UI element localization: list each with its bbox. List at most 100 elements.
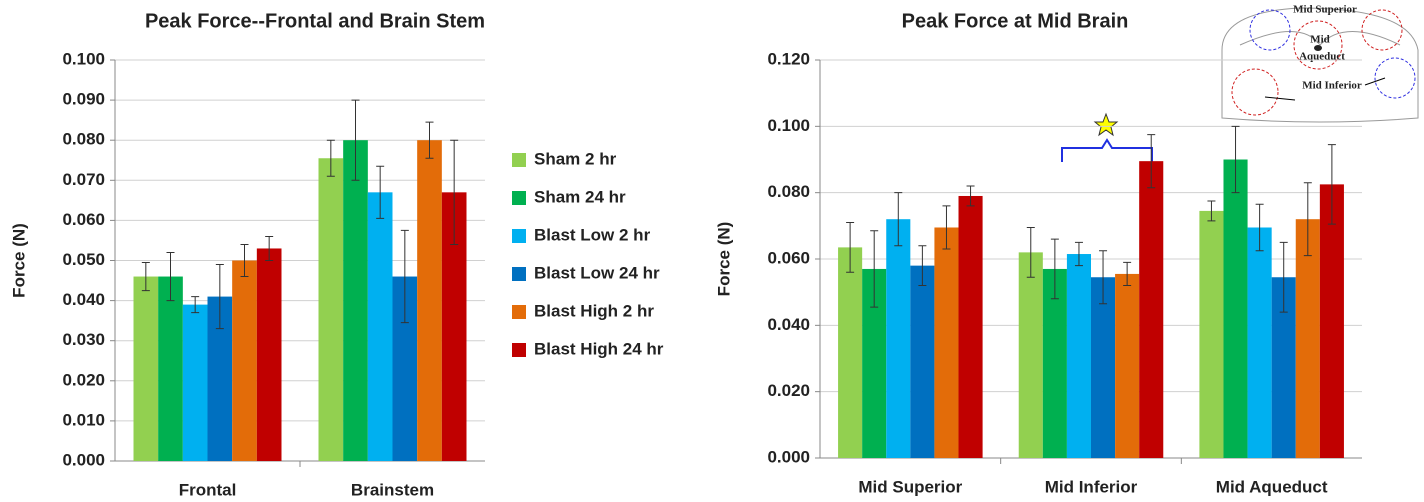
y-tick-label: 0.070 — [62, 170, 105, 189]
bar — [232, 260, 257, 461]
error-bar — [918, 245, 927, 287]
error-bar — [400, 229, 409, 324]
legend-swatch — [512, 343, 526, 357]
inset-label: Mid Superior — [1293, 4, 1357, 16]
bar — [1018, 252, 1043, 458]
error-bar — [870, 230, 879, 308]
bar — [910, 265, 935, 458]
error-bar — [1099, 250, 1108, 305]
x-tick-label: Mid Inferior — [1045, 477, 1138, 496]
error-bar — [1074, 241, 1083, 267]
bar — [1139, 161, 1164, 459]
error-bar — [1255, 203, 1264, 252]
bar — [1319, 184, 1344, 458]
error-bar — [942, 205, 951, 250]
x-tick-label: Mid Superior — [858, 477, 962, 496]
bar — [886, 219, 911, 458]
legend-swatch — [512, 191, 526, 205]
y-tick-label: 0.020 — [767, 381, 810, 400]
legend-label: Blast High 2 hr — [534, 301, 654, 320]
error-bar — [1231, 125, 1240, 194]
x-tick-label: Mid Aqueduct — [1216, 477, 1328, 496]
error-bar — [1207, 200, 1216, 222]
chart-title: Peak Force at Mid Brain — [902, 10, 1129, 32]
bar — [1199, 210, 1224, 458]
bar — [1247, 227, 1272, 458]
bar — [1115, 273, 1140, 458]
bar — [1042, 268, 1067, 458]
chart-title: Peak Force--Frontal and Brain Stem — [145, 10, 485, 32]
y-tick-label: 0.080 — [62, 130, 105, 149]
error-bar — [1123, 261, 1132, 287]
inset-diagram: Mid Superior Mid Aqueduct Mid Inferior — [1221, 4, 1419, 123]
error-bar — [1327, 144, 1336, 225]
y-tick-label: 0.060 — [767, 248, 810, 267]
error-bar — [846, 222, 855, 273]
error-bar — [966, 185, 975, 207]
bar — [958, 195, 983, 458]
y-tick-label: 0.060 — [62, 210, 105, 229]
bar — [838, 247, 863, 458]
inset-label: Mid — [1310, 34, 1330, 46]
y-tick-label: 0.040 — [62, 290, 105, 309]
y-tick-label: 0.100 — [62, 49, 105, 68]
error-bar — [1147, 134, 1156, 189]
y-tick-label: 0.010 — [62, 410, 105, 429]
y-axis-label: Force (N) — [9, 223, 28, 298]
bar — [318, 158, 344, 461]
y-tick-label: 0.000 — [62, 450, 105, 469]
significance-bracket — [1061, 138, 1153, 162]
error-bar — [1303, 182, 1312, 257]
y-tick-label: 0.050 — [62, 250, 105, 269]
bar — [182, 304, 208, 461]
significance-star — [1093, 112, 1119, 137]
x-tick-label: Brainstem — [351, 480, 434, 499]
error-bar — [265, 235, 274, 261]
bar — [256, 248, 282, 461]
error-bar — [450, 139, 459, 245]
error-bar — [425, 121, 434, 159]
y-tick-label: 0.100 — [767, 116, 810, 135]
x-tick-label: Frontal — [179, 480, 237, 499]
error-bar — [1050, 238, 1059, 300]
bar — [1091, 277, 1116, 458]
y-tick-label: 0.020 — [62, 370, 105, 389]
error-bar — [376, 165, 385, 219]
error-bar — [894, 192, 903, 247]
y-tick-label: 0.040 — [767, 315, 810, 334]
error-bar — [141, 262, 150, 292]
error-bar — [351, 99, 360, 181]
error-bar — [1026, 226, 1035, 278]
error-bar — [166, 251, 175, 302]
y-tick-label: 0.120 — [767, 49, 810, 68]
error-bar — [191, 296, 200, 314]
legend-label: Blast Low 24 hr — [534, 263, 660, 282]
error-bar — [1279, 241, 1288, 313]
legend-swatch — [512, 153, 526, 167]
inset-label: Mid Inferior — [1302, 80, 1362, 92]
bar — [417, 140, 442, 461]
error-bar — [240, 243, 249, 278]
error-bar — [326, 139, 335, 177]
legend-label: Blast Low 2 hr — [534, 225, 651, 244]
bar — [934, 227, 959, 458]
legend-label: Sham 2 hr — [534, 149, 617, 168]
bar — [1066, 254, 1091, 458]
bar — [1223, 159, 1248, 458]
y-tick-label: 0.030 — [62, 330, 105, 349]
legend-swatch — [512, 267, 526, 281]
bar — [343, 140, 368, 461]
error-bar — [215, 264, 224, 330]
bar — [133, 276, 159, 461]
legend-label: Blast High 24 hr — [534, 339, 664, 358]
y-tick-label: 0.080 — [767, 182, 810, 201]
y-tick-label: 0.000 — [767, 447, 810, 466]
bar — [367, 192, 393, 461]
inset-label: Aqueduct — [1299, 51, 1345, 63]
y-axis-label: Force (N) — [714, 222, 733, 297]
legend-label: Sham 24 hr — [534, 187, 626, 206]
legend-swatch — [512, 305, 526, 319]
y-tick-label: 0.090 — [62, 90, 105, 109]
